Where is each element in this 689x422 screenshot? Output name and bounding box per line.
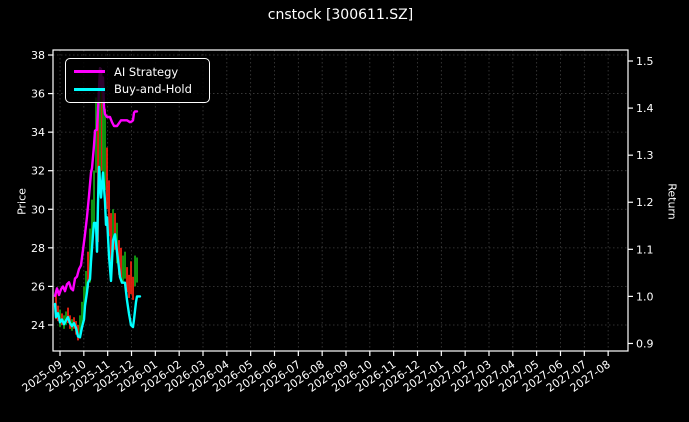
ai-strategy-line-swatch	[74, 70, 105, 74]
price-tick-label: 38	[31, 49, 45, 62]
candle-down	[118, 240, 120, 275]
candle-up	[122, 255, 124, 283]
candle-up	[81, 301, 83, 329]
legend-box: AI Strategy Buy-and-Hold	[65, 58, 210, 103]
return-tick-label: 1.5	[636, 55, 654, 68]
return-tick-label: 1.1	[636, 243, 654, 256]
price-tick-label: 28	[31, 242, 45, 255]
candle-up	[91, 199, 93, 252]
chart-title: cnstock [300611.SZ]	[267, 7, 414, 23]
candle-down	[126, 267, 128, 293]
candle-up	[112, 209, 114, 252]
candle-down	[132, 276, 134, 300]
candle-up	[124, 251, 126, 279]
candle-up	[102, 85, 104, 173]
candle-up	[95, 97, 97, 173]
return-tick-label: 0.9	[636, 337, 654, 350]
legend-entry-ai-strategy: AI Strategy	[74, 65, 201, 79]
legend-entry-buy-and-hold: Buy-and-Hold	[74, 82, 201, 96]
candle-up	[83, 286, 85, 320]
price-tick-label: 26	[31, 280, 45, 293]
buy-and-hold-line-swatch	[74, 87, 105, 91]
candle-down	[101, 87, 103, 171]
candle-down	[106, 147, 108, 210]
ai-strategy-line	[53, 66, 139, 298]
candle-down	[114, 213, 116, 250]
candle-down	[130, 261, 132, 295]
candle-down	[67, 307, 69, 324]
buy-and-hold-line	[53, 165, 142, 339]
candle-up	[93, 170, 95, 229]
candle-up	[104, 109, 106, 190]
candle-down	[110, 213, 112, 262]
candle-up	[134, 255, 136, 287]
candle-down	[108, 180, 110, 237]
return-tick-label: 1.3	[636, 149, 654, 162]
candle-up	[79, 315, 81, 339]
return-tick-label: 1.2	[636, 196, 654, 209]
return-tick-label: 1.0	[636, 290, 654, 303]
price-tick-label: 34	[31, 126, 45, 139]
legend-label: Buy-and-Hold	[114, 82, 192, 97]
candle-up	[85, 270, 87, 302]
price-tick-label: 36	[31, 88, 45, 101]
candle-down	[128, 274, 130, 298]
return-tick-label: 1.4	[636, 102, 654, 115]
price-tick-label: 24	[31, 319, 45, 332]
plot-frame	[52, 49, 629, 352]
candle-down	[87, 251, 89, 289]
candle-up	[89, 228, 91, 283]
legend-label: AI Strategy	[114, 64, 179, 79]
candle-up	[136, 257, 138, 283]
price-tick-label: 32	[31, 165, 45, 178]
candle-up	[99, 76, 101, 181]
candle-down	[120, 247, 122, 279]
price-tick-label: 30	[31, 203, 45, 216]
